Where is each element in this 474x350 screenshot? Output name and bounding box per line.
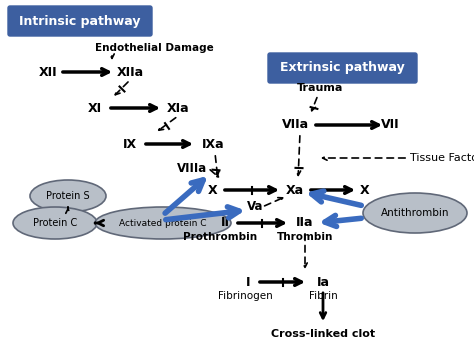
Text: VIIIa: VIIIa	[177, 161, 207, 175]
Text: Protein C: Protein C	[33, 218, 77, 228]
Text: Fibrinogen: Fibrinogen	[218, 291, 273, 301]
Text: IX: IX	[123, 138, 137, 150]
Text: X: X	[360, 183, 370, 196]
Text: XI: XI	[88, 102, 102, 114]
Text: Prothrombin: Prothrombin	[183, 232, 257, 242]
Text: Extrinsic pathway: Extrinsic pathway	[280, 62, 405, 75]
Text: Protein S: Protein S	[46, 191, 90, 201]
Text: Trauma: Trauma	[297, 83, 343, 93]
Text: Cross-linked clot: Cross-linked clot	[271, 329, 375, 339]
Text: Fibrin: Fibrin	[309, 291, 337, 301]
Text: Ia: Ia	[317, 275, 329, 288]
Text: XIa: XIa	[167, 102, 189, 114]
Ellipse shape	[95, 207, 231, 239]
Text: XIIa: XIIa	[117, 65, 144, 78]
Text: VIIa: VIIa	[283, 119, 310, 132]
Text: I: I	[246, 275, 250, 288]
Text: Activated protein C: Activated protein C	[119, 218, 207, 228]
Text: IIa: IIa	[296, 217, 314, 230]
Text: Thrombin: Thrombin	[277, 232, 333, 242]
Text: XII: XII	[39, 65, 57, 78]
FancyBboxPatch shape	[268, 53, 417, 83]
Text: Intrinsic pathway: Intrinsic pathway	[19, 14, 141, 28]
Ellipse shape	[30, 180, 106, 212]
Text: Tissue Factor: Tissue Factor	[410, 153, 474, 163]
Ellipse shape	[13, 207, 97, 239]
Text: X: X	[208, 183, 218, 196]
Text: Antithrombin: Antithrombin	[381, 208, 449, 218]
Ellipse shape	[363, 193, 467, 233]
FancyBboxPatch shape	[8, 6, 152, 36]
Text: II: II	[220, 217, 229, 230]
Text: Endothelial Damage: Endothelial Damage	[95, 43, 214, 53]
Text: Xa: Xa	[286, 183, 304, 196]
Text: VII: VII	[381, 119, 399, 132]
Text: IXa: IXa	[202, 138, 224, 150]
Text: Va: Va	[247, 201, 263, 214]
